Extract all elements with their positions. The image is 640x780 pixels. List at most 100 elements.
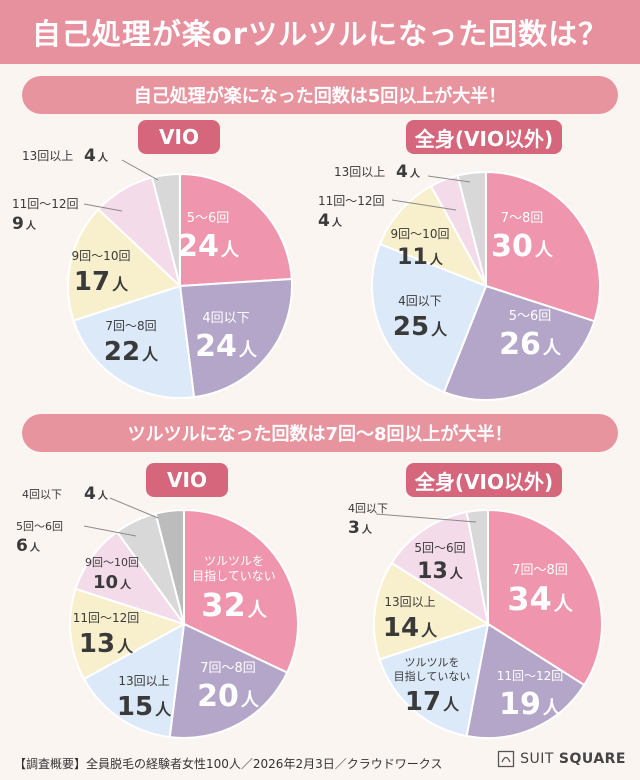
slice-value: 17 人	[74, 267, 129, 297]
chart-label-vio-2-text: VIO	[167, 468, 207, 492]
pie-slice	[442, 284, 596, 401]
leader-line	[83, 203, 123, 212]
leader-line	[427, 175, 471, 183]
slice-label: ツルツルを目指していない	[192, 554, 276, 583]
section-heading-1-text: 自己処理が楽になった回数は5回以上が大半！	[133, 86, 507, 107]
slice-label: 4回以下	[398, 294, 442, 308]
slice-value: 34 人	[507, 580, 574, 618]
pie-slice	[373, 561, 491, 661]
section-heading-2-text: ツルツルになった回数は7回〜8回以上が大半！	[127, 424, 513, 445]
chart-label-vio-2: VIO	[146, 463, 228, 497]
slice-label: 7回〜8回	[105, 319, 156, 333]
chart-label-vio-1-text: VIO	[159, 125, 199, 149]
slice-value: 32 人	[201, 586, 268, 624]
slice-value: 15 人	[117, 692, 172, 722]
slice-value: 20 人	[197, 679, 260, 714]
section-heading-2: ツルツルになった回数は7回〜8回以上が大半！	[22, 414, 618, 452]
pie-chart-2: 7〜8回 30 人 5〜6回 26 人 4回以下 25 人 9回〜10回 11 人 11回〜12回 4 人 1…	[318, 162, 601, 401]
section-heading-1: 自己処理が楽になった回数は5回以上が大半！	[22, 76, 618, 114]
slice-label: 7回〜8回	[200, 661, 256, 676]
pie-slice	[465, 508, 489, 625]
slice-label: 9回〜10回	[391, 227, 450, 241]
pie-slice	[178, 277, 293, 399]
pie-slice	[456, 170, 487, 287]
brand-name-bold: SQUARE	[558, 751, 626, 767]
leader-line	[375, 513, 477, 523]
pie-slice	[168, 622, 289, 739]
slice-label: 5回〜6回	[16, 520, 63, 533]
slice-label: 13回以上	[118, 674, 169, 688]
slice-label: 5〜6回	[187, 211, 230, 226]
slice-label: 11回〜12回	[12, 197, 79, 211]
pie-slice	[371, 242, 488, 394]
slice-label: 7〜8回	[501, 211, 544, 226]
pie-slice	[183, 508, 299, 674]
pie-slice	[378, 184, 489, 288]
chart-label-body-1-text: 全身(VIO以外)	[414, 126, 554, 151]
leader-line	[83, 525, 137, 537]
survey-note: 【調査概要】全員脱毛の経験者女性100人／2026年2月3日／クラウドワークス	[14, 757, 443, 771]
brand-mark-icon	[497, 750, 515, 768]
chart-label-body-2-text: 全身(VIO以外)	[414, 469, 554, 494]
page-title: 自己処理が楽orツルツルになった回数は？	[0, 0, 640, 64]
pie-slice	[82, 622, 186, 739]
chart-label-vio-1: VIO	[138, 120, 220, 154]
pie-chart-3: ツルツルを目指していない 32 人 7回〜8回 20 人 13回以上 15 人 11回〜12回 13…	[16, 484, 299, 739]
slice-label: 5回〜6回	[414, 541, 465, 555]
pie-slice	[465, 622, 586, 739]
leader-line	[121, 159, 159, 181]
pie-slice	[179, 172, 293, 288]
slice-value: 17 人	[405, 687, 460, 717]
slice-value: 30 人	[491, 229, 554, 264]
slice-label: 4回以下	[348, 502, 388, 515]
slice-label: 13回以上	[22, 149, 73, 163]
slice-label: 11回〜12回	[73, 611, 140, 625]
slice-value: 19 人	[499, 687, 562, 722]
slice-value: 13 人	[79, 629, 134, 659]
slice-value: 24 人	[177, 229, 240, 264]
pie-slice	[69, 587, 187, 681]
slice-value: 22 人	[104, 337, 159, 367]
brand-name-light: SUIT	[520, 751, 554, 767]
slice-label: 13回以上	[384, 595, 435, 609]
slice-label: 11回〜12回	[497, 669, 564, 683]
slice-value: 11 人	[397, 245, 444, 270]
slice-value: 14 人	[383, 613, 438, 643]
slice-label: 5〜6回	[509, 309, 552, 324]
slice-value: 13 人	[417, 559, 464, 584]
slice-value: 24 人	[195, 329, 258, 364]
slice-label: 13回以上	[334, 165, 385, 179]
slice-label: 7回〜8回	[512, 563, 568, 578]
chart-label-body-1: 全身(VIO以外)	[406, 120, 562, 154]
slice-label: 9回〜10回	[72, 249, 131, 263]
slice-label: 9回〜10回	[85, 556, 139, 569]
pie-slice	[485, 170, 601, 323]
slice-label: ツルツルを目指していない	[394, 656, 471, 683]
slice-value: 25 人	[393, 312, 448, 342]
slice-label: 4回以下	[22, 488, 62, 501]
leader-line	[391, 199, 457, 211]
pie-slice	[378, 622, 490, 738]
page-title-text: 自己処理が楽orツルツルになった回数は？	[31, 17, 609, 51]
pie-chart-4: 7回〜8回 34 人 11回〜12回 19 人 ツルツルを目指していない 17 人 13回以上 14…	[348, 502, 603, 739]
chart-label-body-2: 全身(VIO以外)	[406, 463, 562, 497]
pie-slice	[390, 510, 490, 627]
leader-line	[109, 497, 159, 519]
slice-label: 4回以下	[202, 311, 249, 326]
pie-slice	[67, 207, 182, 322]
slice-value: 10 人	[93, 572, 132, 593]
pie-chart-1: 5〜6回 24 人 4回以下 24 人 7回〜8回 22 人 9回〜10回 17 人 11回〜12回 9 人…	[12, 146, 293, 399]
pie-slice	[150, 172, 181, 287]
slice-value: 26 人	[499, 327, 562, 362]
pie-slice	[72, 284, 196, 399]
slice-label: 11回〜12回	[318, 194, 385, 208]
brand-logo: SUIT SQUARE	[497, 750, 626, 768]
